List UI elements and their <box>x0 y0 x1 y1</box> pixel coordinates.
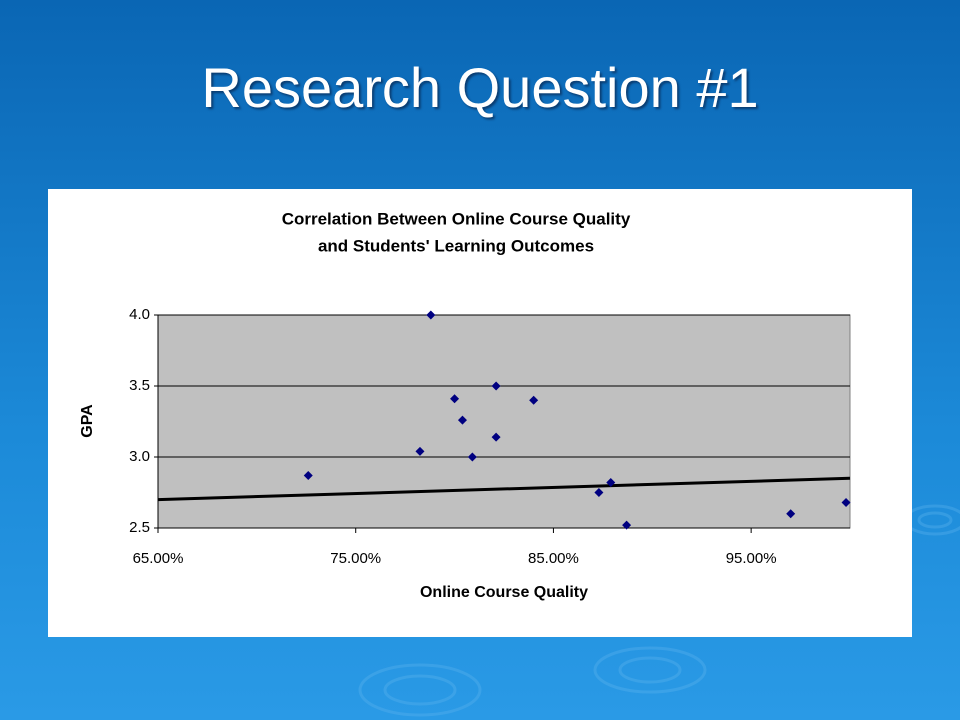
scatter-point <box>426 310 436 320</box>
chart-title: Correlation Between Online Course Qualit… <box>282 209 631 228</box>
x-tick-label: 85.00% <box>528 550 579 567</box>
scatter-point <box>491 381 501 391</box>
scatter-point <box>450 394 460 404</box>
y-axis-label: GPA <box>79 404 96 438</box>
scatter-point <box>415 446 425 456</box>
scatter-point <box>303 470 313 480</box>
y-tick-label: 4.0 <box>129 306 150 323</box>
y-tick-label: 2.5 <box>129 519 150 536</box>
scatter-point <box>491 432 501 442</box>
scatter-point <box>606 478 616 488</box>
scatter-point <box>594 488 604 497</box>
scatter-point <box>622 520 632 530</box>
x-tick-label: 75.00% <box>330 550 381 567</box>
chart: Correlation Between Online Course Qualit… <box>48 189 912 637</box>
x-axis-label: Online Course Quality <box>420 584 588 601</box>
scatter-point <box>841 497 851 507</box>
x-tick-label: 65.00% <box>133 550 184 567</box>
trendline <box>157 476 851 502</box>
chart-title: and Students' Learning Outcomes <box>318 236 594 255</box>
plot-area <box>157 314 851 529</box>
x-tick-label: 95.00% <box>726 550 777 567</box>
scatter-point <box>467 452 477 462</box>
scatter-point <box>529 395 539 405</box>
y-tick-label: 3.0 <box>129 448 150 465</box>
slide-title: Research Question #1 <box>201 56 759 119</box>
scatter-point <box>786 509 796 519</box>
scatter-point <box>457 415 467 425</box>
y-tick-label: 3.5 <box>129 377 150 394</box>
